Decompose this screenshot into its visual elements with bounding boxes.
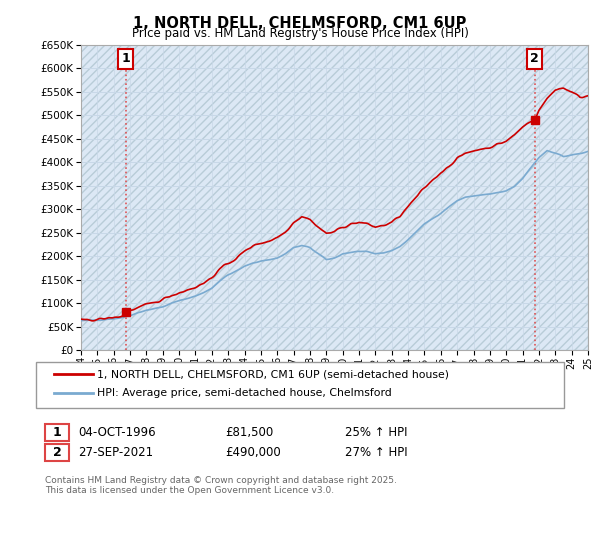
Text: 2: 2 <box>53 446 61 459</box>
Text: £81,500: £81,500 <box>225 426 273 440</box>
Text: Price paid vs. HM Land Registry's House Price Index (HPI): Price paid vs. HM Land Registry's House … <box>131 27 469 40</box>
Text: 04-OCT-1996: 04-OCT-1996 <box>78 426 155 440</box>
Text: 1: 1 <box>122 53 130 66</box>
Text: 27% ↑ HPI: 27% ↑ HPI <box>345 446 407 459</box>
Text: HPI: Average price, semi-detached house, Chelmsford: HPI: Average price, semi-detached house,… <box>97 388 392 398</box>
Text: 27-SEP-2021: 27-SEP-2021 <box>78 446 153 459</box>
Text: £490,000: £490,000 <box>225 446 281 459</box>
Text: 1, NORTH DELL, CHELMSFORD, CM1 6UP: 1, NORTH DELL, CHELMSFORD, CM1 6UP <box>133 16 467 31</box>
Text: 25% ↑ HPI: 25% ↑ HPI <box>345 426 407 440</box>
Text: 1, NORTH DELL, CHELMSFORD, CM1 6UP (semi-detached house): 1, NORTH DELL, CHELMSFORD, CM1 6UP (semi… <box>97 369 449 379</box>
Text: Contains HM Land Registry data © Crown copyright and database right 2025.
This d: Contains HM Land Registry data © Crown c… <box>45 476 397 496</box>
Text: 1: 1 <box>53 426 61 440</box>
Text: 2: 2 <box>530 53 539 66</box>
